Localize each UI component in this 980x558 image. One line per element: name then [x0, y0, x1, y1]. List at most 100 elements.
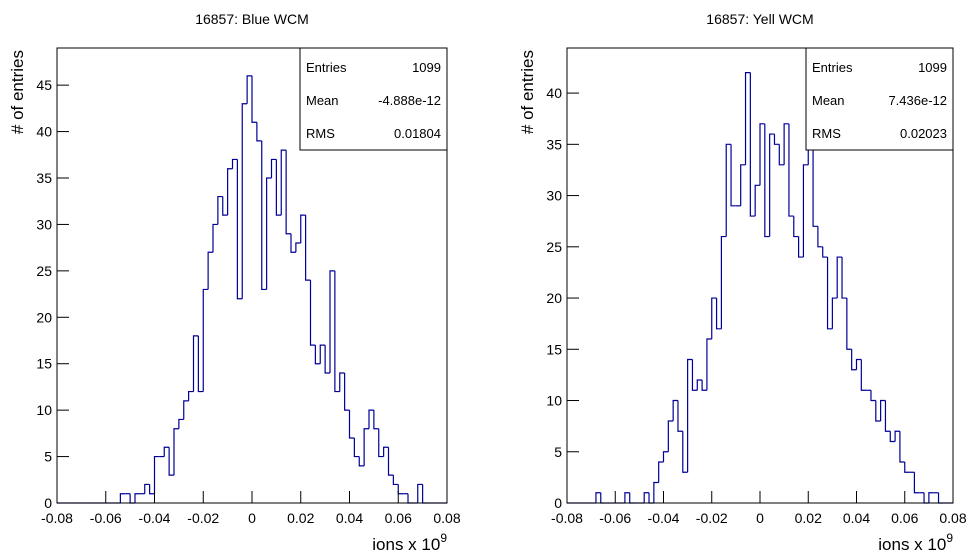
histogram-bin: [855, 358, 862, 370]
histogram-bin: [899, 431, 905, 463]
x-tick-label: 0.08: [939, 510, 966, 526]
histogram-bin: [826, 257, 833, 330]
histogram-bin: [129, 493, 135, 504]
histogram-bin: [422, 484, 428, 504]
x-tick-label: 0.06: [891, 510, 918, 526]
x-axis-label-exponent: 9: [440, 531, 447, 545]
histogram-bin: [383, 446, 389, 457]
y-axis-label: # of entries: [8, 50, 27, 134]
histogram-bin: [285, 150, 291, 235]
histogram-bin: [295, 242, 301, 253]
histogram-bin: [251, 75, 257, 123]
stats-value: 0.01804: [394, 126, 441, 141]
histogram-bin: [773, 134, 780, 145]
stats-value: 1099: [412, 60, 441, 75]
chart-title: 16857: Yell WCM: [706, 11, 813, 27]
histogram-bin: [348, 410, 355, 439]
histogram-bin: [305, 215, 311, 281]
histogram-bin: [851, 349, 857, 371]
histogram-bin: [870, 390, 876, 402]
histogram-bin: [798, 236, 804, 258]
histogram-bin: [836, 256, 843, 299]
histogram-bin: [812, 134, 818, 227]
histogram-bin: [207, 251, 213, 290]
histogram-bin: [600, 492, 606, 504]
x-tick-label: -0.02: [696, 510, 728, 526]
histogram-bin: [769, 133, 775, 237]
histogram-bin: [334, 270, 340, 393]
histogram-bin: [270, 158, 277, 178]
histogram-bin: [928, 492, 934, 503]
stats-name: Mean: [306, 93, 339, 108]
histogram-bin: [256, 122, 262, 142]
histogram-bin: [231, 158, 238, 169]
histogram-bin: [217, 195, 223, 225]
x-tick-label: 0.02: [287, 510, 314, 526]
histogram-bin: [629, 492, 635, 504]
histogram-bin: [358, 456, 365, 467]
y-tick-label: 5: [554, 444, 562, 460]
histogram-bin: [329, 270, 335, 373]
stats-name: Entries: [812, 60, 853, 75]
histogram-bin: [783, 123, 789, 165]
histogram-bin: [875, 400, 881, 422]
histogram-bin: [744, 71, 751, 165]
histogram-bin: [241, 103, 248, 299]
histogram-bin: [778, 144, 785, 166]
x-tick-label: 0.04: [336, 510, 363, 526]
histogram-bin: [706, 338, 712, 391]
histogram-bin: [134, 493, 140, 503]
histogram-bin: [749, 72, 756, 217]
histogram-bin: [682, 431, 688, 473]
x-axis-label-exponent: 9: [946, 531, 953, 545]
histogram-bin: [643, 492, 650, 503]
histogram-bin: [831, 297, 838, 329]
histogram-bin: [368, 409, 374, 429]
x-axis-label-text: ions x 10: [878, 535, 946, 554]
x-tick-label: -0.08: [551, 510, 583, 526]
histogram-bin: [937, 492, 944, 504]
y-tick-label: 25: [36, 263, 52, 279]
histogram-bin: [119, 493, 126, 503]
histogram-bin: [280, 149, 287, 216]
histogram-bin: [197, 335, 204, 393]
y-tick-label: 35: [36, 170, 52, 186]
histogram-bin: [144, 483, 150, 494]
histogram-bin: [624, 492, 630, 503]
histogram-bin: [648, 492, 654, 504]
y-tick-label: 0: [44, 495, 52, 511]
histogram-bin: [153, 455, 160, 494]
histogram-bin: [730, 144, 736, 207]
y-tick-label: 35: [546, 136, 562, 152]
x-tick-label: -0.06: [90, 510, 122, 526]
histogram-bin: [754, 184, 760, 217]
y-tick-label: 15: [36, 356, 52, 372]
histogram-bin: [319, 344, 326, 364]
histogram-bin: [725, 143, 732, 237]
histogram-bin: [344, 373, 350, 411]
histogram-bin: [595, 492, 601, 503]
histogram-bin: [715, 298, 722, 330]
histogram-bin: [687, 358, 693, 473]
x-axis-label: ions x 109: [372, 531, 447, 554]
histogram-bin: [236, 159, 243, 300]
histogram-bin: [300, 214, 306, 243]
histogram-bin: [894, 430, 900, 442]
histogram-bin: [202, 288, 209, 392]
histogram-bin: [711, 297, 717, 340]
histogram-bin: [904, 462, 910, 473]
y-tick-label: 45: [36, 77, 52, 93]
histogram-bin: [149, 484, 155, 495]
stats-value: -4.888e-12: [378, 93, 441, 108]
histogram-bin: [163, 446, 170, 457]
histogram-bin: [266, 177, 272, 290]
y-tick-label: 40: [36, 124, 52, 140]
histogram-bin: [759, 123, 765, 186]
histogram-bin: [417, 483, 423, 503]
x-tick-label: 0.02: [795, 510, 822, 526]
histogram-bin: [290, 233, 296, 253]
stats-value: 7.436e-12: [888, 93, 947, 108]
histogram-bin: [913, 472, 920, 494]
histogram-bin: [691, 359, 698, 391]
histogram-bin: [880, 399, 886, 422]
